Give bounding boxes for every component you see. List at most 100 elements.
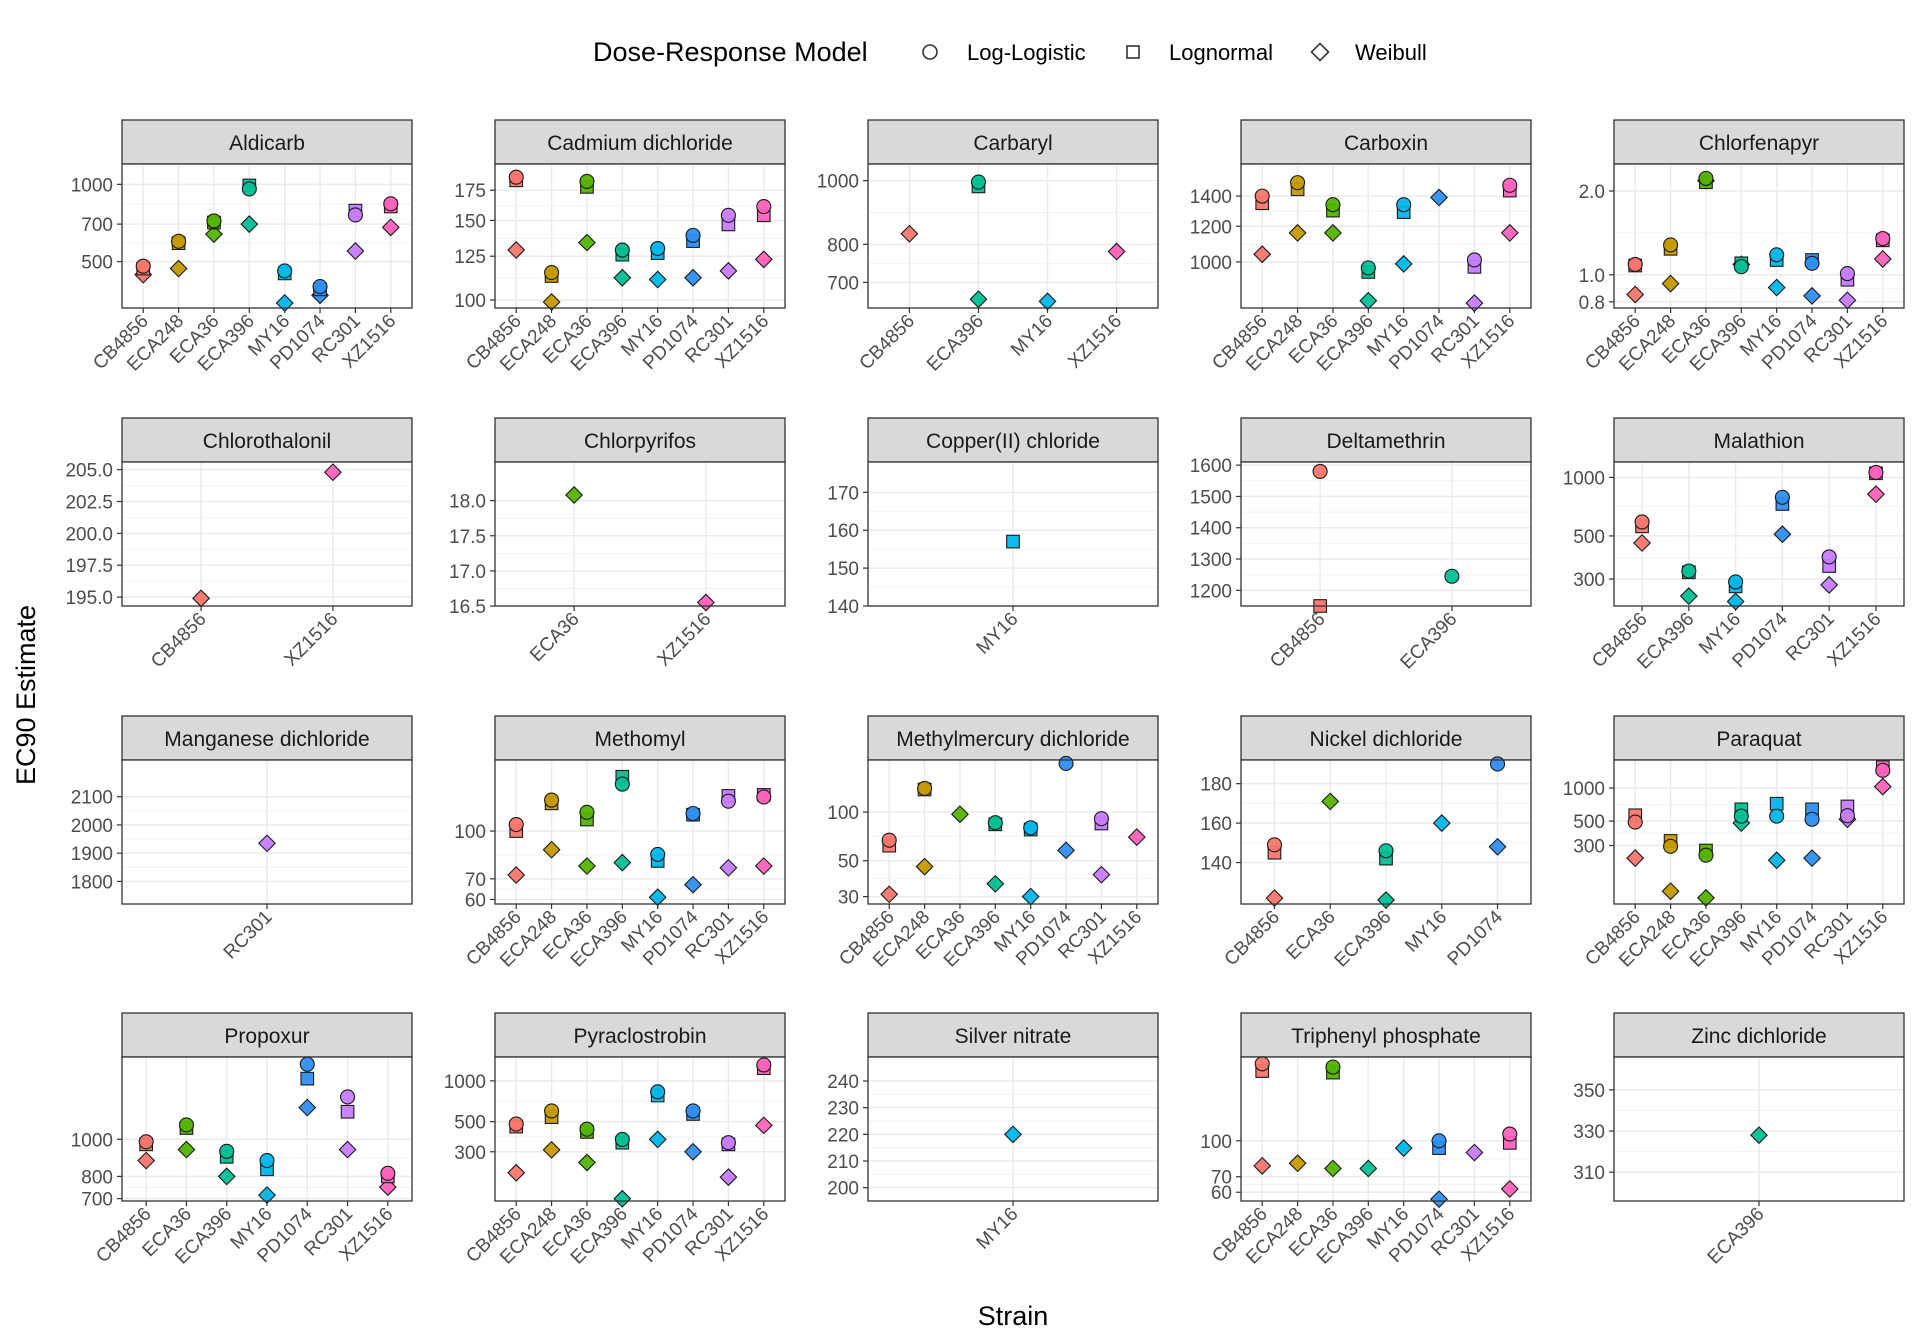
legend-diamond-icon (1310, 42, 1330, 62)
y-tick-label: 800 (827, 235, 859, 256)
y-tick-label: 18.0 (449, 492, 486, 513)
x-tick-label: MY16 (1007, 311, 1057, 361)
point-weibull-xz1516 (323, 463, 342, 482)
point-weibull-pd1074 (1803, 849, 1822, 868)
point-weibull-eca36 (177, 1140, 196, 1159)
panel-border (1240, 759, 1532, 905)
point-weibull-my16 (1767, 278, 1786, 297)
y-tick-label: 150 (454, 211, 486, 232)
facet-strip (1240, 119, 1532, 165)
point-weibull-rc301 (346, 242, 365, 261)
x-tick-label: ECA396 (1704, 1204, 1769, 1269)
legend-item-weibull: Weibull (1310, 40, 1427, 65)
facet-strip (494, 119, 786, 165)
point-weibull-rc301 (1465, 1143, 1484, 1162)
point-log-logistic-pd1074 (685, 805, 701, 822)
panel-background (868, 164, 1158, 308)
point-log-logistic-cb4856 (1627, 814, 1643, 830)
panel-border (867, 163, 1159, 309)
y-tick-label: 240 (827, 1072, 859, 1093)
y-tick-label: 150 (827, 559, 859, 580)
point-log-logistic-eca248 (1663, 838, 1679, 854)
point-weibull-cb4856 (1626, 285, 1645, 304)
facet-strip-title: Manganese dichloride (164, 728, 369, 751)
y-tick-label: 17.5 (449, 527, 486, 548)
point-weibull-my16 (648, 888, 667, 907)
panel-border (494, 1056, 786, 1202)
y-tick-label: 500 (1573, 527, 1605, 548)
facet-methylmercury-dichloride: Methylmercury dichloride3050100CB4856ECA… (827, 715, 1159, 972)
facet-strip-title: Pyraclostrobin (573, 1025, 706, 1048)
facet-strip-title: Malathion (1713, 430, 1804, 453)
panel-background (495, 164, 785, 308)
point-log-logistic-eca248 (544, 792, 560, 808)
panel-background (1614, 164, 1904, 308)
point-log-logistic-cb4856 (508, 816, 524, 833)
x-tick-label: CB4856 (147, 609, 210, 672)
y-tick-label: 170 (827, 483, 859, 504)
point-weibull-eca248 (542, 292, 561, 311)
point-log-logistic-eca248 (171, 233, 187, 249)
y-tick-label: 500 (1573, 812, 1605, 833)
point-log-logistic-pd1074 (1774, 489, 1790, 505)
point-log-logistic-my16 (259, 1152, 275, 1169)
point-weibull-eca396 (613, 268, 632, 287)
point-weibull-rc301 (1820, 575, 1839, 594)
point-weibull-eca248 (542, 840, 561, 859)
point-weibull-xz1516 (1866, 485, 1885, 504)
point-log-logistic-rc301 (720, 793, 736, 809)
point-log-logistic-eca36 (1698, 170, 1714, 186)
y-axis-title: EC90 Estimate (11, 605, 41, 785)
y-tick-label: 100 (454, 822, 486, 843)
facet-copper-ii-chloride: Copper(II) chloride 140 150 160 170 MY16 (827, 417, 1159, 659)
point-log-logistic-cb4856 (1254, 188, 1270, 204)
point-log-logistic-eca396 (1733, 808, 1749, 824)
facet-strip (867, 417, 1159, 463)
facet-strip-title: Paraquat (1716, 728, 1801, 751)
point-log-logistic-pd1074 (685, 1103, 701, 1119)
point-log-logistic-eca396 (1444, 568, 1460, 584)
y-tick-label: 330 (1573, 1122, 1605, 1143)
point-log-logistic-rc301 (1839, 266, 1855, 282)
point-weibull-rc301 (258, 834, 276, 853)
panel-border (1613, 759, 1905, 905)
point-log-logistic-pd1074 (299, 1056, 315, 1072)
point-weibull-my16 (1767, 851, 1786, 870)
point-log-logistic-pd1074 (1804, 255, 1820, 271)
point-log-logistic-cb4856 (881, 832, 897, 848)
point-log-logistic-eca248 (1663, 237, 1679, 253)
point-lognormal-rc301 (340, 1104, 355, 1119)
panel-border (1613, 163, 1905, 309)
point-weibull-xz1516 (754, 857, 773, 876)
facet-strip-title: Methomyl (594, 728, 685, 751)
point-weibull-eca36 (1323, 223, 1342, 242)
facet-strip-title: Chlorothalonil (203, 430, 331, 453)
point-weibull-cb4856 (1253, 1156, 1272, 1175)
point-weibull-my16 (1038, 292, 1057, 311)
point-weibull-my16 (1394, 1139, 1413, 1158)
point-weibull-my16 (1394, 254, 1413, 273)
point-log-logistic-pd1074 (1431, 1133, 1447, 1149)
y-tick-label: 125 (454, 247, 486, 268)
panel-background (1241, 1057, 1531, 1201)
point-log-logistic-eca36 (579, 173, 595, 189)
point-log-logistic-rc301 (347, 207, 363, 223)
point-weibull-cb4856 (192, 589, 211, 608)
point-log-logistic-my16 (1769, 808, 1785, 824)
y-tick-label: 70 (1211, 1168, 1232, 1189)
panel-background (1241, 462, 1531, 606)
point-log-logistic-eca36 (579, 804, 595, 820)
point-log-logistic-eca36 (1325, 1059, 1341, 1075)
point-log-logistic-rc301 (1821, 549, 1837, 565)
panel-background (495, 760, 785, 904)
point-log-logistic-eca396 (1360, 260, 1376, 276)
facet-strip-title: Chlorfenapyr (1699, 132, 1819, 155)
point-weibull-xz1516 (754, 250, 773, 269)
point-weibull-cb4856 (1633, 533, 1652, 552)
point-log-logistic-pd1074 (1804, 811, 1820, 827)
point-weibull-cb4856 (137, 1151, 156, 1170)
point-weibull-rc301 (1465, 294, 1484, 313)
y-tick-label: 1400 (1190, 519, 1232, 540)
point-log-logistic-eca396 (219, 1143, 235, 1159)
panel-border (1613, 461, 1905, 607)
